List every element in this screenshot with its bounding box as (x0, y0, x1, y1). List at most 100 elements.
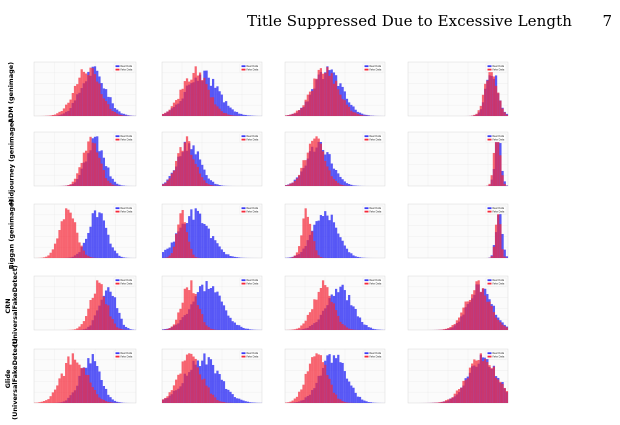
fake-bar (499, 155, 502, 186)
fake-bar (218, 401, 221, 403)
fake-bar (497, 208, 500, 258)
fake-bar (291, 182, 294, 186)
real-bar (127, 115, 130, 116)
real-bar (203, 291, 206, 330)
histogram-panel: Real Data Fake Data (396, 128, 512, 196)
fake-bar (330, 73, 333, 116)
fake-bar (209, 328, 213, 330)
fake-bar (87, 308, 90, 330)
fake-bar (332, 392, 336, 403)
real-bar (242, 114, 245, 116)
fake-bar (492, 246, 496, 258)
fake-bar (501, 249, 504, 258)
row-label: CRN (UniversalFakeDetect) (2, 265, 22, 347)
real-bar (98, 371, 101, 403)
fake-bar (183, 288, 186, 330)
fake-bar (164, 112, 167, 116)
real-bar (345, 248, 349, 258)
real-bar (96, 217, 99, 258)
fake-bar (486, 80, 489, 116)
histogram-panel: Real Data Fake Data (22, 345, 140, 413)
legend-box (362, 205, 384, 215)
fake-bar (175, 100, 178, 116)
fake-bar (93, 143, 97, 186)
fake-bar (300, 389, 303, 403)
real-bar (341, 284, 344, 330)
fake-bar (505, 114, 509, 116)
fake-bar (113, 323, 117, 330)
fake-bar (203, 77, 206, 116)
fake-bar (505, 327, 509, 330)
real-bar (352, 387, 355, 403)
fake-bar (311, 231, 314, 258)
fake-bar (209, 185, 213, 186)
histogram-panel: Real Data Fake Data (150, 128, 266, 196)
fake-bar (475, 281, 478, 330)
fake-bar (458, 389, 461, 403)
fake-bar (287, 402, 290, 403)
real-bar (343, 371, 346, 403)
fake-bar (194, 66, 197, 116)
legend-label: Fake Data (247, 355, 259, 358)
real-bar (238, 113, 241, 116)
fake-bar (164, 183, 167, 186)
fake-bar (298, 174, 301, 186)
real-bar (350, 305, 353, 330)
real-bar (113, 250, 117, 258)
fake-bar (73, 222, 77, 258)
fake-bar (212, 97, 215, 116)
real-bar (358, 396, 362, 403)
real-bar (248, 115, 252, 116)
fake-bar (170, 106, 173, 116)
legend-box (113, 63, 135, 73)
real-bar (116, 308, 119, 330)
real-bar (341, 240, 344, 258)
legend-swatch (241, 138, 246, 141)
row-label: ADM (genimage) (2, 58, 22, 126)
fake-bar (168, 328, 171, 330)
fake-bar (107, 104, 110, 116)
legend-label: Fake Data (493, 355, 505, 358)
fake-bar (295, 328, 299, 330)
fake-bar (499, 100, 502, 116)
fake-bar (190, 280, 193, 330)
histogram-panel: Real Data Fake Data (22, 128, 140, 196)
real-bar (207, 178, 210, 186)
legend-swatch (487, 355, 492, 358)
real-bar (209, 359, 213, 403)
real-bar (122, 113, 125, 116)
fake-bar (358, 114, 362, 116)
real-bar (109, 97, 112, 116)
real-bar (124, 326, 128, 330)
legend-label: Real Data (247, 135, 259, 138)
fake-bar (313, 138, 316, 186)
fake-bar (80, 324, 83, 330)
real-bar (118, 312, 121, 330)
fake-bar (69, 99, 72, 116)
fake-bar (196, 305, 200, 330)
fake-bar (488, 183, 491, 186)
fake-bar (177, 153, 180, 186)
real-bar (116, 183, 119, 186)
real-bar (227, 105, 230, 116)
fake-bar (453, 323, 456, 330)
fake-bar (185, 232, 189, 258)
fake-bar (337, 315, 340, 330)
fake-bar (345, 327, 349, 330)
real-bar (233, 397, 236, 403)
fake-bar (503, 326, 506, 330)
real-bar (111, 295, 114, 330)
fake-bar (455, 320, 459, 330)
fake-bar (100, 399, 103, 403)
real-bar (348, 184, 351, 186)
real-bar (363, 324, 366, 330)
fake-bar (87, 141, 90, 186)
real-bar (248, 329, 252, 330)
fake-bar (76, 362, 79, 403)
fake-bar (111, 110, 114, 116)
fake-bar (175, 379, 178, 403)
legend-box (239, 63, 261, 73)
fake-bar (308, 363, 312, 403)
real-bar (93, 361, 97, 403)
